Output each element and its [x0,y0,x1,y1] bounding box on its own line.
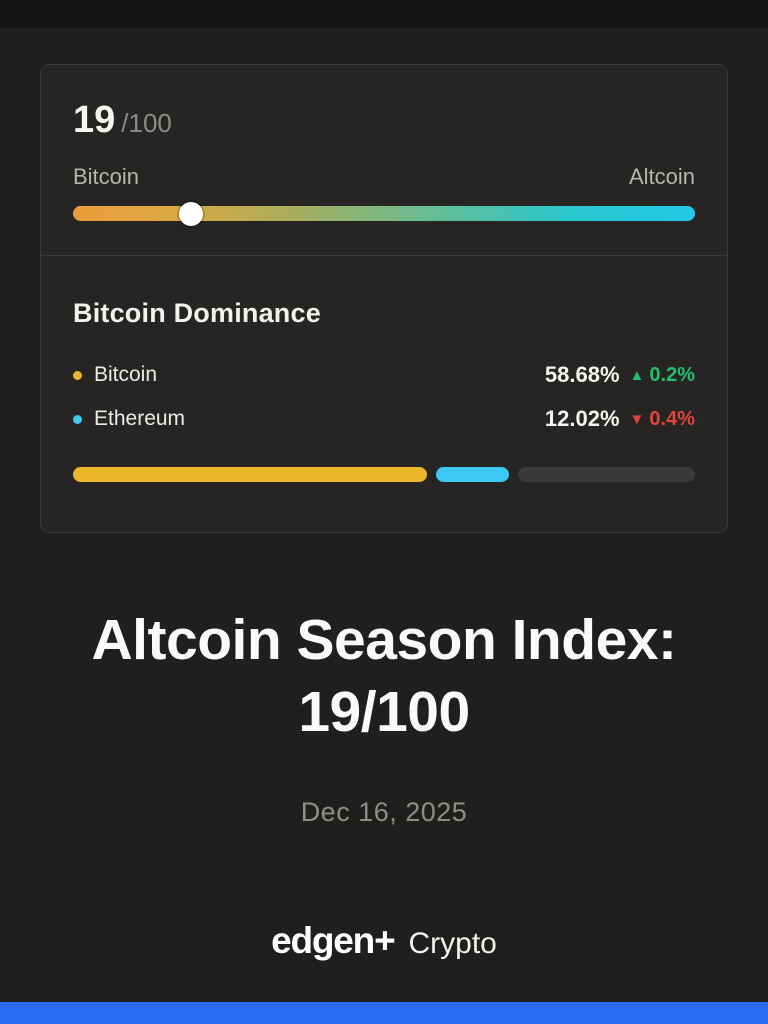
gauge-label-altcoin: Altcoin [628,164,695,189]
product-name: Crypto [408,926,497,960]
legend-row-ethereum: Ethereum 12.02% ▼ 0.4% [73,397,695,441]
change: ▲ 0.2% [630,364,695,387]
dominance-stacked-bar [73,467,695,482]
dominance-title: Bitcoin Dominance [73,298,321,328]
legend-name: Ethereum [94,407,186,430]
gauge-knob [179,201,204,226]
date: Dec 16, 2025 [300,796,468,827]
bar-segment-other [518,467,695,482]
gauge-labels: Bitcoin Altcoin [73,164,695,190]
top-strip [0,0,768,28]
change: ▼ 0.4% [630,408,695,431]
section-divider [41,255,727,256]
change-value: 0.2% [649,363,695,386]
legend-dot [73,370,82,380]
dominance-value: 58.68% [544,362,620,387]
score-max: /100 [121,108,172,138]
headline-line2: 19/100 [298,679,470,744]
score-value: 19 [73,99,116,141]
legend-row-bitcoin: Bitcoin 58.68% ▲ 0.2% [73,353,695,397]
bar-segment-bitcoin [73,467,428,482]
headline: Altcoin Season Index: 19/100 [0,605,768,749]
change-down-icon: ▼ [629,410,645,428]
index-card: 19 /100 Bitcoin Altcoin Bitcoin Dominanc… [40,64,728,533]
footer-logo: edgen+ Crypto [0,920,768,962]
dominance-value: 12.02% [544,406,620,431]
legend-name: Bitcoin [94,363,158,386]
index-score: 19 /100 [73,99,695,142]
gauge-label-bitcoin: Bitcoin [73,164,140,189]
dominance-legend: Bitcoin 58.68% ▲ 0.2% Ethereum 12.02% ▼ … [73,353,695,441]
headline-line1: Altcoin Season Index: [91,608,677,672]
change-value: 0.4% [649,407,695,430]
altcoin-season-gauge [73,201,695,226]
legend-dot [73,414,82,424]
bottom-accent-bar [0,1002,768,1024]
change-up-icon: ▲ [629,366,645,384]
brand-wordmark: edgen+ [271,919,396,961]
bar-segment-ethereum [436,467,510,482]
